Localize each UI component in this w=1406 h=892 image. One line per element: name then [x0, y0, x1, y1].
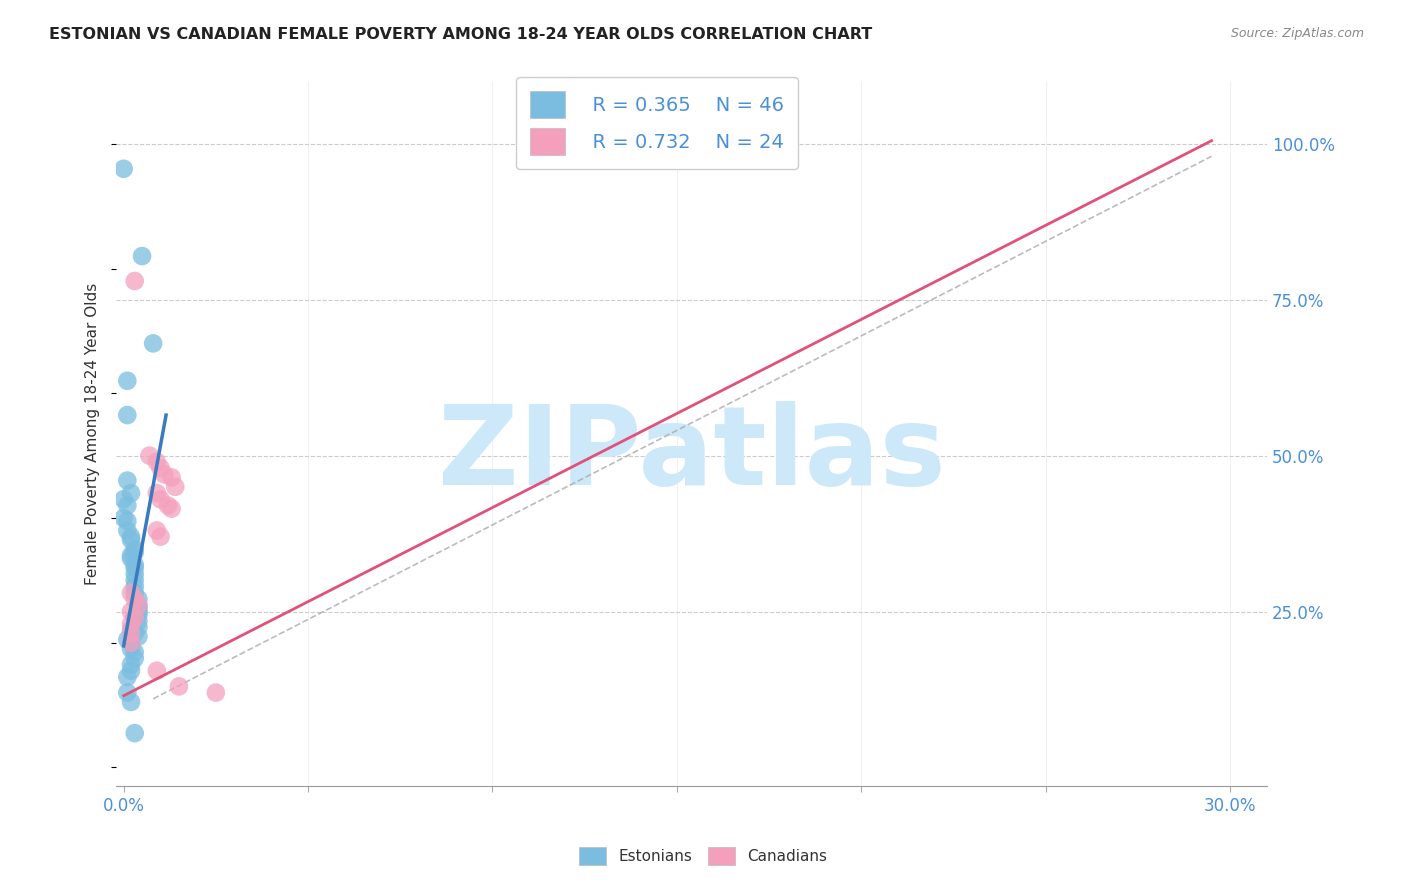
Legend: Estonians, Canadians: Estonians, Canadians [572, 841, 834, 871]
Point [120, 549, 142, 563]
Point [127, 599, 149, 613]
Point [117, 685, 139, 699]
Point [153, 467, 176, 482]
Point [124, 611, 146, 625]
Point [138, 449, 160, 463]
Point [120, 624, 142, 638]
Point [120, 533, 142, 547]
Point [124, 611, 146, 625]
Point [124, 274, 146, 288]
Y-axis label: Female Poverty Among 18-24 Year Olds: Female Poverty Among 18-24 Year Olds [86, 283, 100, 585]
Point [124, 567, 146, 582]
Point [124, 545, 146, 559]
Point [156, 499, 179, 513]
Point [160, 470, 183, 484]
Point [127, 607, 149, 622]
Text: ZIPatlas: ZIPatlas [437, 401, 945, 508]
Point [142, 336, 165, 351]
Point [117, 632, 139, 647]
Point [112, 492, 135, 507]
Point [120, 664, 142, 678]
Point [120, 636, 142, 650]
Point [112, 161, 135, 176]
Point [120, 626, 142, 640]
Text: Source: ZipAtlas.com: Source: ZipAtlas.com [1230, 27, 1364, 40]
Point [120, 617, 142, 632]
Point [127, 601, 149, 615]
Point [127, 614, 149, 628]
Point [124, 626, 146, 640]
Point [146, 455, 169, 469]
Point [149, 461, 172, 475]
Point [124, 726, 146, 740]
Point [117, 670, 139, 684]
Point [146, 486, 169, 500]
Point [120, 636, 142, 650]
Point [124, 592, 146, 607]
Point [124, 651, 146, 665]
Point [120, 605, 142, 619]
Point [149, 530, 172, 544]
Text: ESTONIAN VS CANADIAN FEMALE POVERTY AMONG 18-24 YEAR OLDS CORRELATION CHART: ESTONIAN VS CANADIAN FEMALE POVERTY AMON… [49, 27, 873, 42]
Point [117, 408, 139, 422]
Point [117, 514, 139, 528]
Point [112, 511, 135, 525]
Point [124, 645, 146, 659]
Point [131, 249, 153, 263]
Point [127, 620, 149, 634]
Point [117, 474, 139, 488]
Point [120, 695, 142, 709]
Point [146, 524, 169, 538]
Point [120, 642, 142, 657]
Legend:   R = 0.365    N = 46,   R = 0.732    N = 24: R = 0.365 N = 46, R = 0.732 N = 24 [516, 77, 799, 169]
Point [127, 599, 149, 613]
Point [120, 486, 142, 500]
Point [124, 542, 146, 557]
Point [124, 561, 146, 575]
Point [117, 524, 139, 538]
Point [124, 580, 146, 594]
Point [205, 685, 228, 699]
Point [117, 374, 139, 388]
Point [127, 630, 149, 644]
Point [149, 492, 172, 507]
Point [165, 480, 187, 494]
Point [124, 574, 146, 588]
Point [124, 558, 146, 572]
Point [120, 551, 142, 566]
Point [127, 592, 149, 607]
Point [146, 664, 169, 678]
Point [120, 657, 142, 672]
Point [160, 501, 183, 516]
Point [124, 586, 146, 600]
Point [120, 530, 142, 544]
Point [127, 605, 149, 619]
Point [120, 586, 142, 600]
Point [167, 679, 190, 693]
Point [117, 499, 139, 513]
